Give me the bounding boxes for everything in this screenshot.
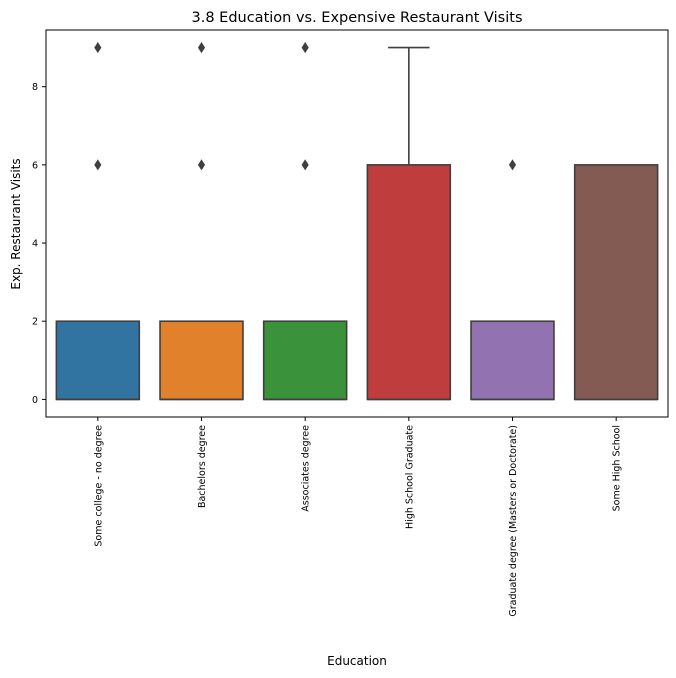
outlier-point — [94, 42, 102, 54]
box-group — [55, 42, 141, 401]
box-rect — [366, 164, 452, 401]
outlier-point — [508, 159, 517, 171]
box-rect — [573, 164, 659, 401]
box-rect — [55, 320, 141, 401]
y-axis-label: Exp. Restaurant Visits — [9, 158, 23, 289]
outlier-point — [94, 159, 102, 171]
box-group — [366, 46, 452, 401]
box-group — [262, 42, 348, 401]
chart-title: 3.8 Education vs. Expensive Restaurant V… — [191, 10, 522, 26]
y-tick-label: 6 — [32, 160, 38, 171]
x-tick-label: Bachelors degree — [197, 425, 208, 508]
x-axis-label: Education — [327, 654, 387, 668]
x-tick-label: Graduate degree (Masters or Doctorate) — [508, 425, 519, 617]
box-group — [470, 159, 555, 401]
plot-area — [55, 42, 659, 401]
outlier-point — [197, 159, 206, 171]
x-tick-label: High School Graduate — [404, 425, 415, 529]
outlier-point — [197, 42, 206, 54]
x-tick-label: Associates degree — [301, 425, 312, 512]
box-rect — [470, 320, 555, 401]
plot-frame — [45, 29, 669, 418]
y-tick-label: 8 — [32, 82, 38, 93]
x-axis: Some college - no degree Bachelors degree… — [93, 417, 623, 617]
y-tick-label: 2 — [32, 317, 38, 328]
x-tick-label: Some college - no degree — [93, 425, 104, 547]
y-tick-label: 0 — [32, 395, 38, 406]
box-rect — [159, 320, 244, 401]
y-tick-label: 4 — [32, 239, 38, 250]
outlier-point — [301, 42, 309, 54]
box-group — [159, 42, 244, 401]
box-rect — [262, 320, 348, 401]
y-axis: 0 2 4 6 8 — [32, 82, 46, 406]
box-group — [573, 164, 659, 401]
outlier-point — [301, 159, 309, 171]
x-tick-label: Some High School — [612, 425, 623, 511]
